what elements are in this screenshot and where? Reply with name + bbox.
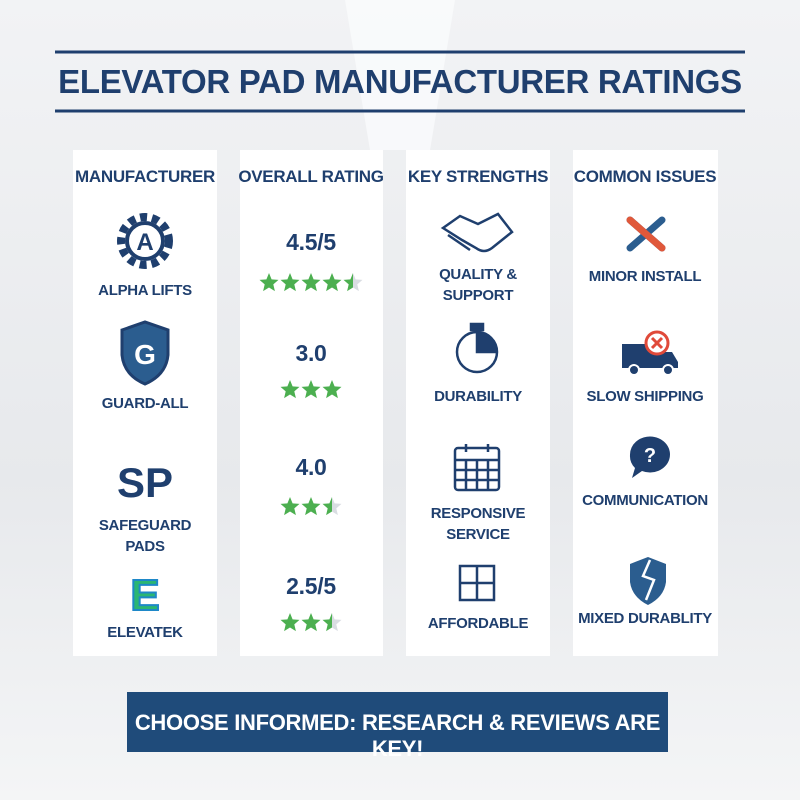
star-rows (259, 273, 363, 632)
title: ELEVATOR PAD MANUFACTURER RATINGS (58, 63, 742, 100)
star (301, 497, 321, 516)
broken-shield-icon (630, 557, 666, 605)
logo-text: A (136, 229, 153, 256)
strength: AFFORDABLE (427, 615, 529, 632)
logo-guard: G (120, 320, 170, 386)
manufacturer: GUARD-ALL (101, 395, 189, 412)
stopwatch-icon (455, 330, 499, 374)
star (280, 273, 300, 292)
header: OVERALL RATING (238, 167, 384, 186)
star (301, 380, 321, 399)
issue: SLOW SHIPPING (586, 388, 704, 405)
handshake-icon (440, 212, 514, 253)
rating: 4.0 (295, 454, 327, 480)
header: COMMON ISSUES (573, 167, 717, 186)
speech-icon (629, 436, 670, 478)
star (322, 613, 342, 632)
star (280, 497, 300, 516)
strength: RESPONSIVE SERVICE (430, 505, 526, 543)
manufacturer: SAFEGUARD PADS (98, 517, 192, 555)
manufacturer: ELEVATEK (107, 624, 183, 641)
logo-text: E (130, 571, 159, 620)
rating: 2.5/5 (286, 573, 336, 599)
logo-text: G (134, 339, 156, 370)
star (280, 613, 300, 632)
logo-alpha: A (117, 213, 173, 269)
star (322, 497, 342, 516)
star (301, 613, 321, 632)
rating: 3.0 (295, 340, 327, 366)
star (259, 273, 279, 292)
issue: MINOR INSTALL (588, 268, 702, 285)
issue: MIXED DURABLITY (578, 610, 712, 627)
star (301, 273, 321, 292)
header: KEY STRENGTHS (407, 167, 549, 186)
manufacturer: ALPHA LIFTS (98, 282, 192, 299)
strength: DURABILITY (434, 388, 522, 405)
strength: QUALITY & SUPPORT (439, 266, 517, 304)
star (343, 273, 363, 292)
star (322, 273, 342, 292)
footer-banner (127, 692, 668, 752)
header: MANUFACTURER (75, 167, 215, 186)
icon-text: ? (644, 445, 656, 467)
icons-issues: ? (622, 216, 678, 605)
column-panel (240, 150, 383, 656)
rating: 4.5/5 (286, 229, 336, 255)
logo-text: SP (117, 459, 173, 506)
footer-text: CHOOSE INFORMED: RESEARCH & REVIEWS ARE … (134, 710, 661, 761)
star (280, 380, 300, 399)
icons-strengths (440, 212, 514, 602)
issue: COMMUNICATION (582, 492, 708, 509)
star (322, 380, 342, 399)
